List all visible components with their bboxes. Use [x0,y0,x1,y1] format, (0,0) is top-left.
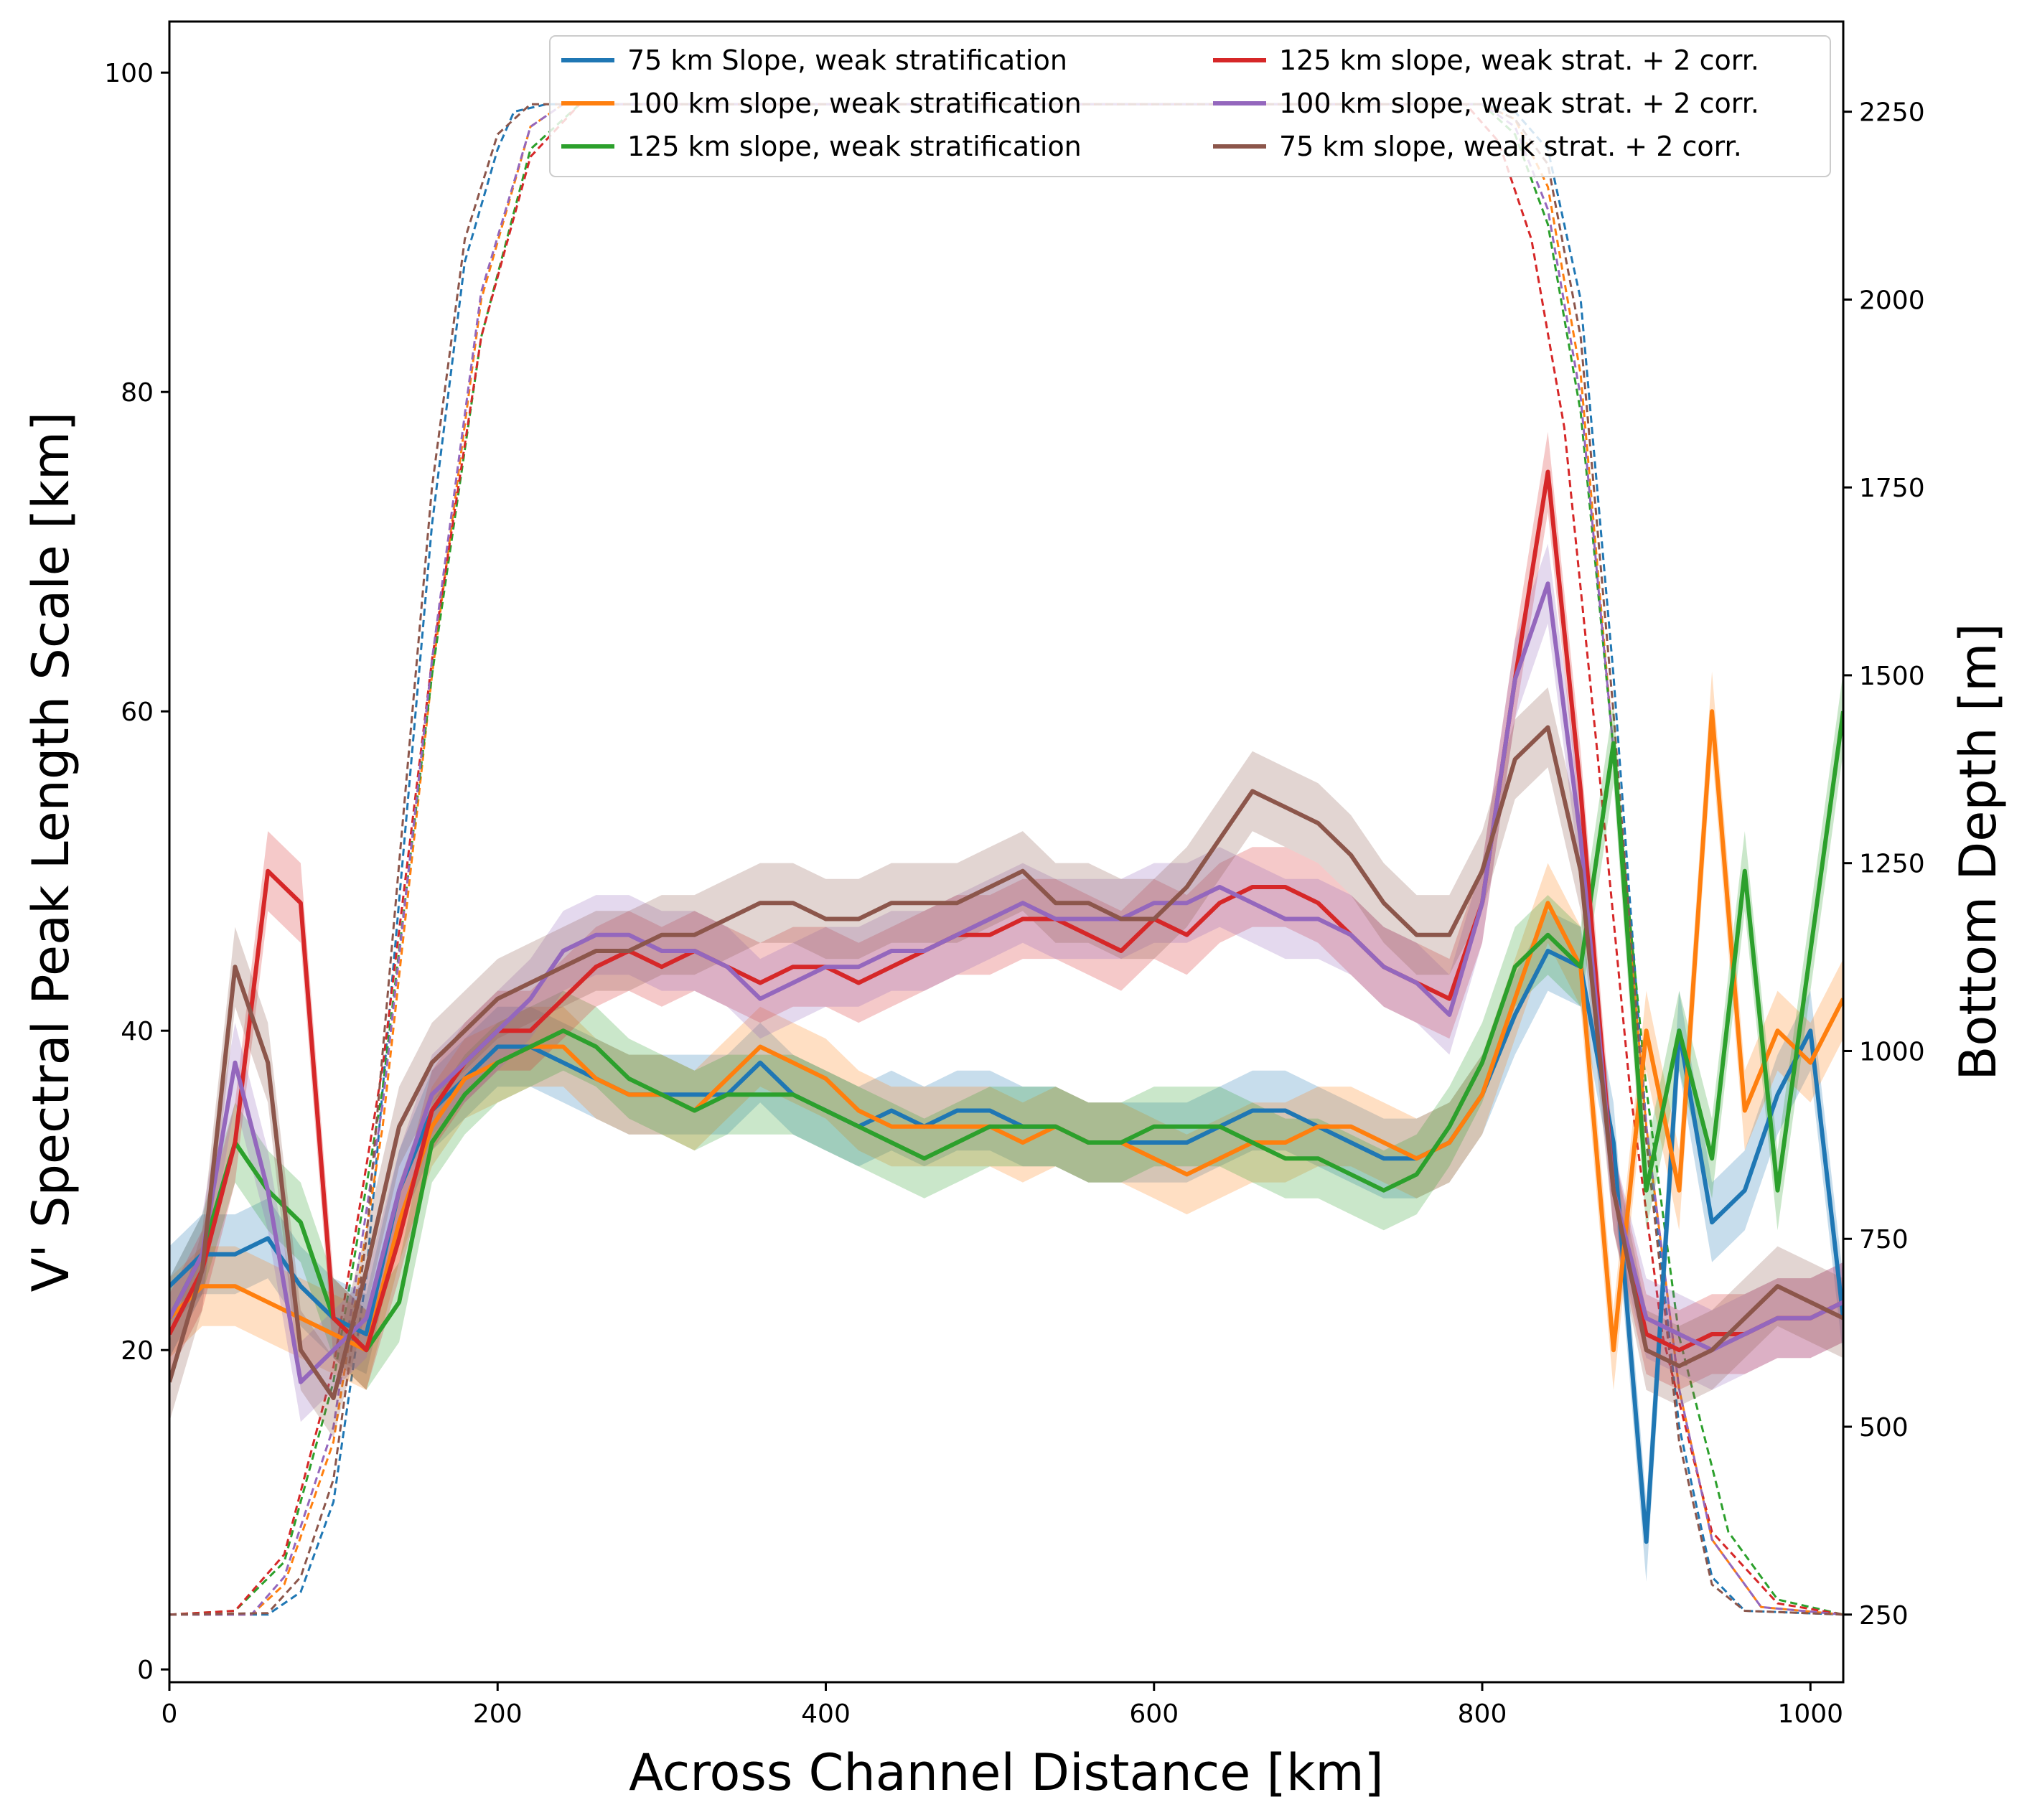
y-tick-label: 80 [121,378,154,408]
y2-tick-label: 1500 [1859,662,1925,691]
y2-tick-label: 1000 [1859,1037,1925,1066]
x-tick-label: 800 [1458,1699,1507,1729]
series-lines [169,431,1843,1582]
y2-axis-ticks: 250 500 750 1000 1250 1500 1750 2000 2250 [1843,98,1925,1631]
series-line-3 [169,469,1843,1353]
y-tick-label: 60 [121,698,154,727]
legend-label-3: 125 km slope, weak strat. + 2 corr. [1279,44,1759,76]
y2-tick-label: 2000 [1859,286,1925,315]
series-line-5 [169,725,1843,1400]
x-tick-label: 1000 [1777,1699,1843,1729]
y-tick-label: 40 [121,1017,154,1046]
series-line-1 [169,709,1843,1353]
legend-box [549,35,1831,177]
y2-tick-label: 2250 [1859,98,1925,128]
y2-axis-label: Bottom Depth [m] [1949,623,2008,1080]
x-tick-label: 0 [161,1699,178,1729]
legend-label-2: 125 km slope, weak stratification [627,131,1082,162]
y2-tick-label: 1750 [1859,474,1925,503]
legend-label-1: 100 km slope, weak stratification [627,88,1082,119]
legend-label-0: 75 km Slope, weak stratification [627,44,1067,76]
x-tick-label: 200 [473,1699,523,1729]
x-axis-label: Across Channel Distance [km] [629,1743,1384,1802]
series-band-0 [169,911,1843,1582]
x-tick-label: 400 [801,1699,851,1729]
series-line-4 [169,581,1843,1384]
y2-tick-label: 1250 [1859,850,1925,879]
plot-frame [168,20,1845,1684]
series-line-2 [169,710,1843,1353]
legend: 75 km Slope, weak stratification 100 km s… [549,35,1831,177]
y2-tick-label: 500 [1859,1413,1909,1443]
series-line-0 [169,949,1843,1544]
y-axis-ticks: 0 20 40 60 80 100 [104,59,169,1685]
y-tick-label: 0 [137,1656,154,1685]
y-axis-label: V' Spectral Peak Length Scale [km] [22,412,80,1293]
x-axis-ticks: 0 200 400 600 800 1000 [161,1682,1843,1729]
legend-label-5: 75 km slope, weak strat. + 2 corr. [1279,131,1742,162]
y2-tick-label: 750 [1859,1225,1909,1254]
y2-tick-label: 250 [1859,1601,1909,1631]
y-tick-label: 20 [121,1336,154,1366]
y-tick-label: 100 [104,59,154,88]
legend-label-4: 100 km slope, weak strat. + 2 corr. [1279,88,1759,119]
depth-profile-line-0 [169,103,1843,1616]
x-tick-label: 600 [1129,1699,1179,1729]
